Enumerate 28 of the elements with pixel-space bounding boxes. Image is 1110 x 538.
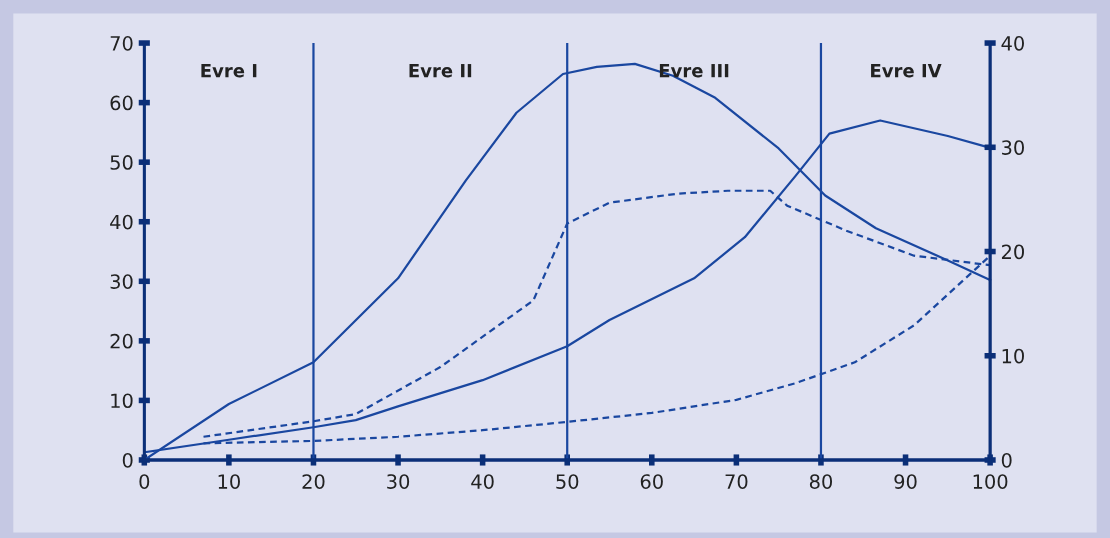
y2-tick-label: 20 [1001, 244, 1024, 260]
y-tick-label: 10 [111, 393, 133, 409]
x-tick-label: 10 [218, 474, 240, 489]
y-tick-label: 30 [110, 274, 133, 289]
y-tick-label: 70 [110, 36, 133, 51]
x-tick-label: 20 [302, 474, 325, 489]
annotation: Evre IV [871, 64, 942, 78]
annotation: Evre II [409, 64, 472, 78]
x-tick-label: 60 [640, 474, 663, 489]
annotation: Evre III [659, 64, 729, 78]
x-tick-label: 50 [556, 474, 579, 489]
annotation: Evre I [201, 64, 257, 78]
x-tick-label: 80 [809, 474, 833, 489]
x-tick-label: 30 [387, 474, 410, 489]
x-tick-label: 70 [725, 474, 748, 489]
y-tick-label: 60 [110, 95, 133, 111]
y2-tick-label: 40 [1001, 36, 1024, 51]
y-tick-label: 20 [110, 333, 133, 349]
y2-tick-label: 10 [1002, 348, 1024, 364]
y-tick-label: 40 [110, 214, 133, 230]
y-tick-label: 0 [122, 452, 133, 468]
y2-tick-label: 30 [1002, 140, 1024, 155]
x-tick-label: 40 [471, 474, 494, 489]
y2-tick-label: 0 [1001, 452, 1012, 468]
x-tick-label: 90 [894, 474, 917, 489]
x-tick-label: 0 [139, 474, 150, 489]
x-tick-label: 100 [973, 474, 1008, 489]
y-tick-label: 50 [110, 155, 133, 170]
